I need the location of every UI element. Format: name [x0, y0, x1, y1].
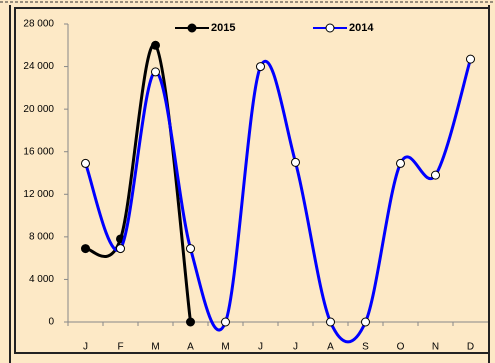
- x-tick-label: N: [432, 342, 439, 353]
- data-point: [291, 157, 300, 167]
- x-tick-label: O: [397, 342, 405, 353]
- data-point: [186, 317, 195, 327]
- data-point: [116, 244, 125, 254]
- y-tick-label: 8 000: [29, 231, 54, 242]
- data-point: [396, 158, 405, 168]
- x-tick-label: J: [258, 342, 263, 353]
- legend-marker: [325, 23, 335, 33]
- data-point: [81, 244, 90, 254]
- data-point: [256, 62, 265, 72]
- y-tick-label: 24 000: [23, 61, 54, 72]
- data-point: [81, 158, 90, 168]
- y-tick-label: 12 000: [23, 189, 54, 200]
- data-point: [186, 244, 195, 254]
- legend-label: 2015: [211, 22, 235, 34]
- x-tick-label: D: [467, 342, 474, 353]
- data-point: [221, 317, 230, 327]
- data-point: [466, 54, 475, 64]
- y-tick-label: 4 000: [29, 274, 54, 285]
- x-tick-label: S: [362, 342, 369, 353]
- x-tick-label: J: [83, 342, 88, 353]
- data-point: [361, 317, 370, 327]
- y-tick-label: 0: [48, 317, 54, 328]
- series-line: [85, 43, 192, 323]
- x-tick-label: A: [187, 342, 194, 353]
- y-tick-label: 20 000: [23, 104, 54, 115]
- data-point: [431, 170, 440, 180]
- y-tick-label: 16 000: [23, 146, 54, 157]
- data-point: [326, 317, 335, 327]
- y-tick-label: 28 000: [23, 19, 54, 30]
- x-tick-label: M: [221, 342, 229, 353]
- data-point: [151, 40, 160, 50]
- x-tick-label: J: [293, 342, 298, 353]
- data-point: [151, 67, 160, 77]
- x-tick-label: M: [151, 342, 159, 353]
- legend-marker: [187, 23, 197, 33]
- legend-label: 2014: [349, 22, 374, 34]
- x-tick-label: F: [117, 342, 123, 353]
- x-tick-label: A: [327, 342, 334, 353]
